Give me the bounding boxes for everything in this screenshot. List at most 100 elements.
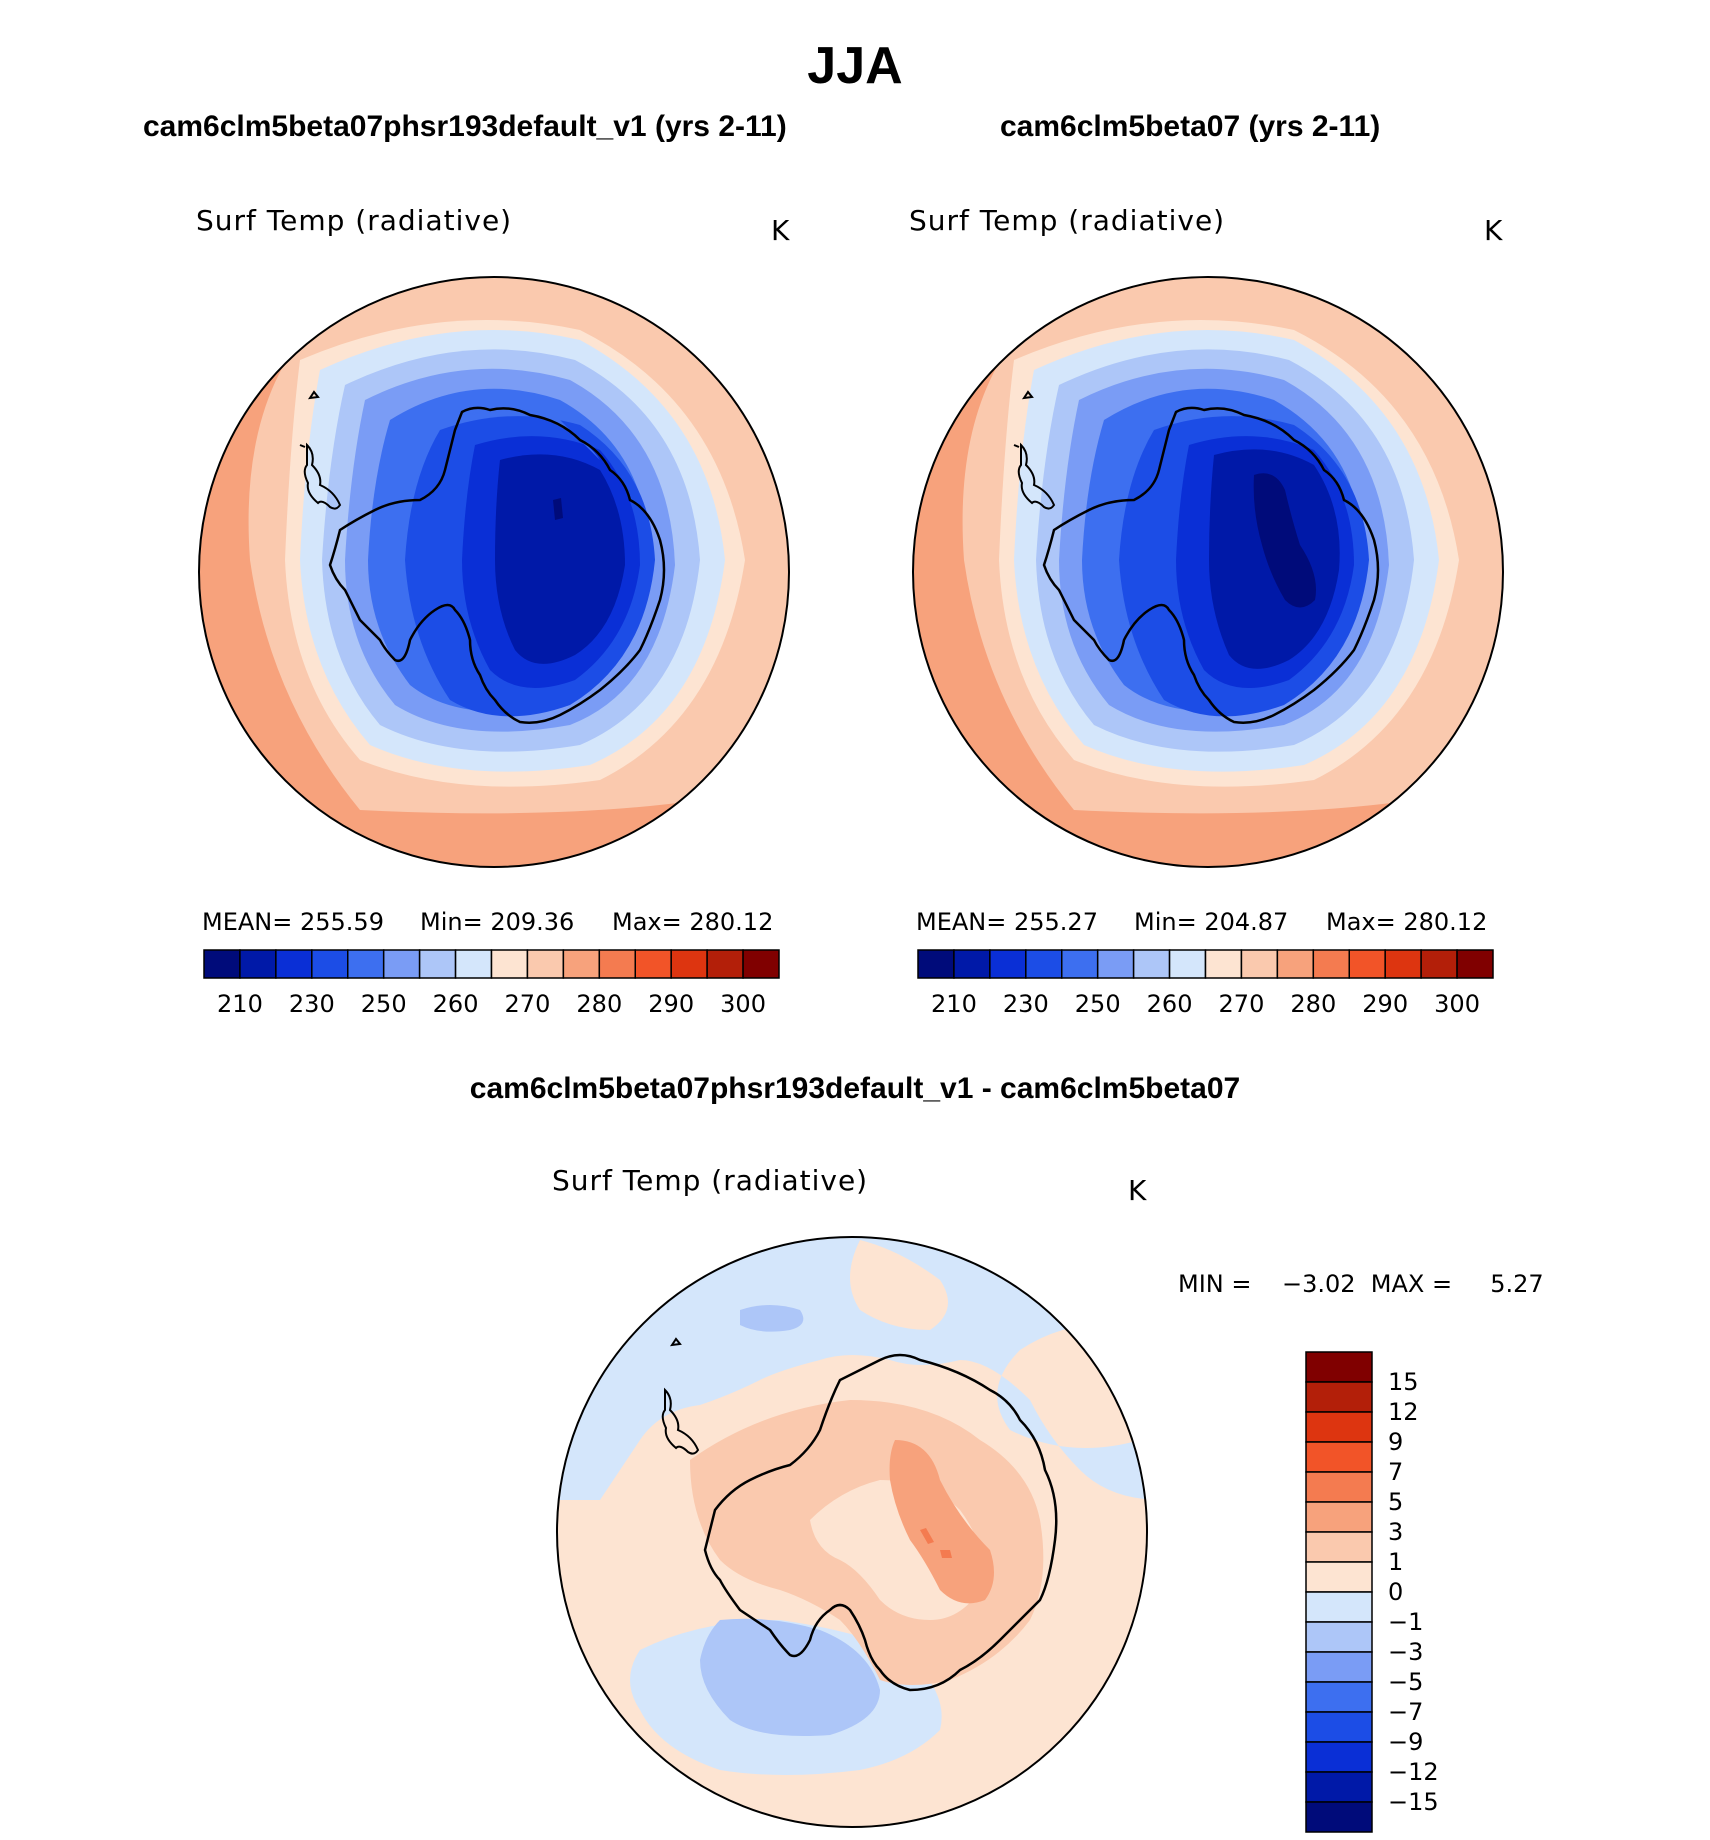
- panel2-case-title: cam6clm5beta07 (yrs 2-11): [1000, 110, 1381, 143]
- panel1-colorbar-tick-label: 270: [504, 990, 551, 1018]
- panel1-colorbar-swatch: [634, 949, 672, 979]
- panel1-colorbar-swatch: [203, 949, 241, 979]
- panel2-colorbar-tick-label: 300: [1434, 990, 1480, 1018]
- panel2-colorbar-swatch: [1240, 949, 1279, 979]
- diff-colorbar-tick-label: 9: [1388, 1428, 1404, 1456]
- panel2-colorbar-swatch: [1312, 949, 1350, 979]
- panel1-mean: MEAN= 255.59: [202, 908, 384, 936]
- diff-colorbar-tick-label: −9: [1388, 1728, 1424, 1756]
- panel2-colorbar-tick-label: 210: [931, 990, 977, 1018]
- panel1-colorbar-swatch: [347, 949, 385, 979]
- diff-colorbar-tick-label: 15: [1388, 1368, 1419, 1396]
- diff-title: cam6clm5beta07phsr193default_v1 - cam6cl…: [469, 1072, 1241, 1105]
- panel1-colorbar-tick-label: 210: [217, 990, 263, 1018]
- diff-colorbar-swatch: [1305, 1411, 1373, 1443]
- diff-colorbar-tick-label: −12: [1388, 1758, 1439, 1786]
- panel1-colorbar-swatch: [275, 949, 313, 979]
- panel1-variable-label: Surf Temp (radiative): [196, 204, 513, 237]
- diff-colorbar-swatch: [1305, 1471, 1373, 1503]
- diff-minmax: MIN = −3.02 MAX = 5.27: [1178, 1270, 1544, 1298]
- panel1-colorbar-tick-label: 230: [288, 990, 335, 1018]
- panel2-mean: MEAN= 255.27: [916, 908, 1098, 936]
- panel1-colorbar-tick-label: 300: [720, 990, 766, 1018]
- diff-map-border: [556, 1236, 1148, 1828]
- diff-colorbar-tick-label: −15: [1388, 1788, 1439, 1816]
- panel1-max: Max= 280.12: [612, 908, 774, 936]
- panel1-colorbar: [203, 949, 780, 979]
- panel2-colorbar-swatch: [1204, 949, 1243, 979]
- diff-colorbar-swatch: [1305, 1651, 1373, 1683]
- panel2-colorbar-swatch: [1096, 949, 1135, 979]
- panel1-colorbar-swatch: [239, 949, 277, 979]
- panel2-colorbar-tick-label: 250: [1074, 990, 1121, 1018]
- panel2-max: Max= 280.12: [1326, 908, 1488, 936]
- diff-colorbar-swatch: [1305, 1801, 1373, 1833]
- panel1-map: [199, 277, 789, 867]
- diff-colorbar-tick-label: −5: [1388, 1668, 1424, 1696]
- panel1-colorbar-swatch: [382, 949, 421, 979]
- diff-colorbar-swatch: [1305, 1681, 1373, 1713]
- diff-colorbar-swatch: [1305, 1381, 1373, 1413]
- panel1-case-title: cam6clm5beta07phsr193default_v1 (yrs 2-1…: [143, 110, 787, 143]
- panel1-colorbar-tick-label: 260: [432, 990, 479, 1018]
- panel2-map: [913, 277, 1503, 867]
- diff-colorbar-tick-label: −7: [1388, 1698, 1424, 1726]
- panel1-colorbar-swatch: [598, 949, 636, 979]
- diff-colorbar-swatch: [1305, 1741, 1373, 1773]
- panel1-colorbar-swatch: [670, 949, 708, 979]
- panel2-colorbar-swatch: [1384, 949, 1422, 979]
- panel2-units-label: K: [1484, 214, 1504, 247]
- panel2-colorbar: [917, 949, 1494, 979]
- panel2-min: Min= 204.87: [1134, 908, 1289, 936]
- diff-colorbar-swatch: [1305, 1591, 1373, 1623]
- panel2-colorbar-swatch: [1348, 949, 1386, 979]
- panel2-colorbar-tick-label: 270: [1218, 990, 1265, 1018]
- panel2-colorbar-swatch: [1061, 949, 1099, 979]
- panel1-colorbar-swatch: [311, 949, 349, 979]
- panel1-colorbar-swatch: [562, 949, 601, 979]
- panel2-colorbar-swatch: [1168, 949, 1207, 979]
- panel1-min: Min= 209.36: [420, 908, 575, 936]
- panel1-colorbar-swatch: [454, 949, 493, 979]
- panel2-colorbar-swatch: [1420, 949, 1458, 979]
- diff-map: [557, 1237, 1147, 1827]
- diff-colorbar-swatch: [1305, 1441, 1373, 1473]
- diff-colorbar-tick-label: 12: [1388, 1398, 1419, 1426]
- diff-colorbar-swatch: [1305, 1531, 1373, 1563]
- panel2-colorbar-swatch: [1456, 949, 1494, 979]
- diff-colorbar-tick-label: −1: [1388, 1608, 1424, 1636]
- panel1-colorbar-tick-label: 280: [576, 990, 623, 1018]
- diff-colorbar-tick-label: 0: [1388, 1578, 1404, 1606]
- panel2-colorbar-tick-label: 260: [1146, 990, 1193, 1018]
- panel2-colorbar-swatch: [989, 949, 1027, 979]
- diff-colorbar-tick-label: 7: [1388, 1458, 1404, 1486]
- panel2-variable-label: Surf Temp (radiative): [909, 204, 1226, 237]
- diff-colorbar-swatch: [1305, 1711, 1373, 1743]
- panel1-colorbar-swatch: [526, 949, 565, 979]
- diff-variable-label: Surf Temp (radiative): [552, 1164, 869, 1197]
- panel1-colorbar-swatch: [418, 949, 457, 979]
- panel1-colorbar-swatch: [706, 949, 744, 979]
- panel2-colorbar-swatch: [1025, 949, 1063, 979]
- diff-colorbar-tick-label: 1: [1388, 1548, 1404, 1576]
- panel2-colorbar-swatch: [1132, 949, 1171, 979]
- diff-colorbar-tick-label: −3: [1388, 1638, 1424, 1666]
- panel2-colorbar-tick-label: 290: [1362, 990, 1409, 1018]
- panel2-colorbar-tick-label: 230: [1002, 990, 1049, 1018]
- figure-title: JJA: [807, 37, 903, 95]
- diff-colorbar-swatch: [1305, 1561, 1373, 1593]
- diff-colorbar: [1305, 1351, 1373, 1833]
- panel2-colorbar-swatch: [1276, 949, 1315, 979]
- panel2-colorbar-tick-label: 280: [1290, 990, 1337, 1018]
- diff-units-label: K: [1128, 1174, 1148, 1207]
- diff-colorbar-tick-label: 5: [1388, 1488, 1404, 1516]
- panel1-colorbar-swatch: [490, 949, 529, 979]
- diff-colorbar-swatch: [1305, 1771, 1373, 1803]
- diff-colorbar-swatch: [1305, 1351, 1373, 1383]
- panel1-colorbar-tick-label: 290: [648, 990, 695, 1018]
- panel1-units-label: K: [771, 214, 791, 247]
- panel2-colorbar-swatch: [917, 949, 955, 979]
- panel1-colorbar-tick-label: 250: [360, 990, 407, 1018]
- diff-colorbar-swatch: [1305, 1621, 1373, 1653]
